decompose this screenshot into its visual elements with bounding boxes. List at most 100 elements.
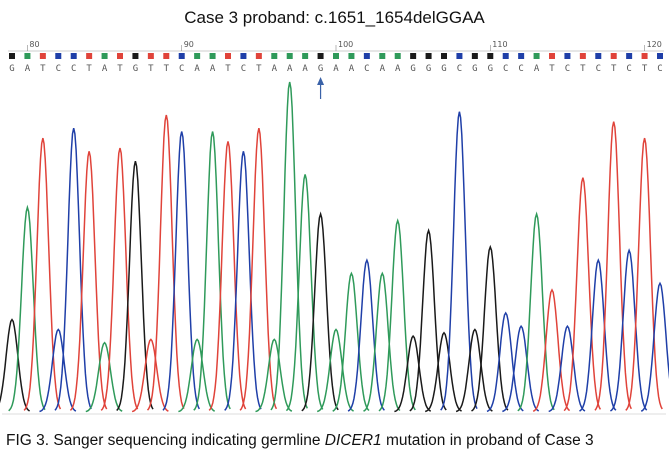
base-call-letter: T (256, 64, 262, 74)
base-call-letter: T (611, 64, 617, 74)
base-call-letter: G (9, 64, 14, 74)
caption-gene: DICER1 (324, 432, 382, 449)
base-call-square (564, 53, 571, 59)
base-call-square (101, 53, 108, 59)
base-call-letter: A (272, 64, 278, 74)
peak-22-A (332, 271, 370, 412)
peak-9-T (131, 338, 169, 413)
base-call-square (579, 53, 586, 59)
peak-41-T (625, 137, 663, 411)
base-call-letter: C (241, 64, 246, 74)
base-call-letter: C (457, 64, 462, 74)
figure-title: Case 3 proband: c.1651_1654delGGAA (184, 8, 485, 27)
position-tick-label: 90 (184, 40, 194, 49)
base-call-letter: A (333, 64, 339, 74)
peak-18-A (270, 81, 308, 411)
base-call-square (487, 53, 494, 59)
base-call-square (302, 53, 309, 59)
base-call-letter: G (410, 64, 415, 74)
peak-19-A (285, 174, 324, 412)
peak-29-C (440, 111, 478, 411)
peak-23-C (347, 258, 385, 412)
base-call-square (502, 53, 509, 59)
base-call-square (132, 53, 139, 59)
base-call-square (626, 53, 633, 59)
peak-4-C (54, 128, 92, 411)
base-call-letter: C (657, 64, 662, 74)
base-call-letter: C (71, 64, 76, 74)
base-call-letter: A (25, 64, 31, 74)
position-ruler: 80 90 100 110 120 (8, 40, 664, 52)
base-call-letter: C (518, 64, 523, 74)
base-call-letter: C (626, 64, 631, 74)
base-call-letter: T (642, 64, 648, 74)
peak-16-T (239, 128, 278, 411)
peak-6-A (85, 341, 123, 413)
base-call-square (317, 53, 324, 59)
base-call-square (363, 53, 370, 59)
peak-36-C (548, 324, 586, 413)
base-call-letter: C (364, 64, 369, 74)
base-call-square (178, 53, 185, 59)
base-call-square (641, 53, 648, 59)
peak-26-G (394, 334, 432, 413)
base-call-square (379, 53, 386, 59)
peak-25-A (378, 218, 416, 412)
base-call-letter: G (318, 64, 323, 74)
base-call-square (441, 53, 447, 59)
peak-30-G (455, 328, 493, 413)
base-call-letter: T (117, 64, 123, 74)
position-tick-label: 120 (647, 40, 662, 49)
peak-1-A (8, 204, 46, 412)
base-call-square (549, 53, 555, 59)
peak-17-A (255, 338, 293, 413)
peak-15-C (224, 151, 262, 411)
position-tick-label: 80 (29, 40, 39, 49)
base-call-square (194, 53, 201, 59)
peak-7-T (100, 147, 139, 411)
base-call-square (348, 53, 355, 59)
peak-33-C (502, 324, 540, 413)
peak-11-C (162, 131, 200, 411)
base-call-letter: G (441, 64, 446, 74)
mutation-arrow-head (317, 77, 325, 85)
peak-34-A (517, 211, 555, 412)
peak-14-T (208, 141, 247, 411)
base-call-square (147, 53, 154, 59)
peak-31-G (471, 244, 509, 412)
base-call-letter: T (164, 64, 170, 74)
peak-2-T (23, 137, 62, 411)
base-call-square (86, 53, 93, 59)
base-call-square (117, 53, 123, 59)
base-call-square (39, 53, 46, 59)
base-call-letter: A (349, 64, 355, 74)
base-call-square (410, 53, 417, 59)
base-call-square (9, 53, 15, 59)
base-call-squares (9, 53, 663, 59)
peak-39-T (594, 121, 632, 411)
peak-24-A (363, 271, 401, 412)
base-call-square (255, 53, 262, 59)
trace-curves (0, 81, 669, 413)
figure-caption: FIG 3. Sanger sequencing indicating germ… (6, 432, 666, 450)
peak-5-T (69, 151, 108, 411)
base-call-letter: A (534, 64, 540, 74)
base-call-square (518, 53, 525, 59)
base-call-letter: A (395, 64, 401, 74)
base-call-square (610, 53, 617, 59)
base-call-square (333, 53, 339, 59)
base-call-letter: A (380, 64, 386, 74)
peak-38-C (579, 258, 617, 412)
position-tick-label: 100 (338, 40, 353, 49)
base-call-letter: C (179, 64, 184, 74)
base-call-square (70, 53, 77, 59)
base-call-letter: T (580, 64, 586, 74)
peak-27-G (409, 228, 447, 412)
position-tick-label: 110 (492, 40, 507, 49)
base-call-letter: T (40, 64, 46, 74)
base-call-letter: G (472, 64, 477, 74)
peak-13-A (193, 131, 231, 411)
peak-28-G (424, 331, 462, 413)
